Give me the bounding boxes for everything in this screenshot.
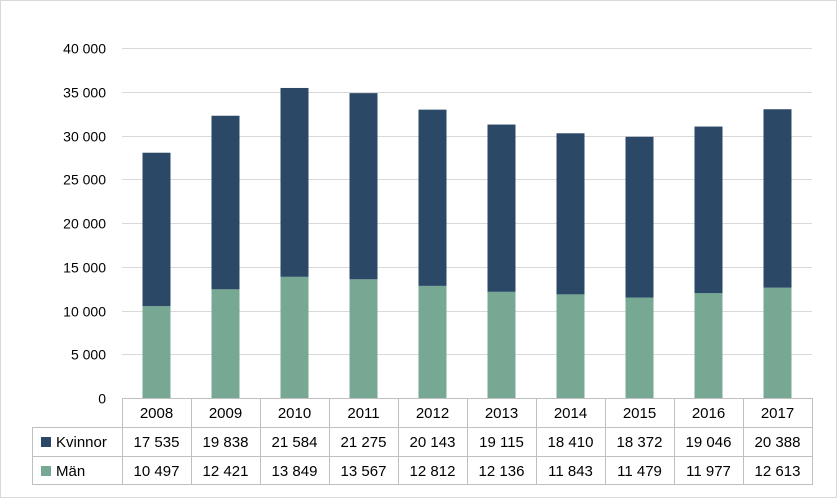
data-label: 12 812 — [410, 463, 456, 480]
bar-man-2017 — [763, 287, 792, 398]
bar-kvinnor-2015 — [625, 136, 654, 298]
data-label: 12 421 — [203, 463, 249, 480]
data-label: 19 838 — [203, 434, 249, 451]
bar-man-2014 — [556, 294, 585, 398]
data-label: 12 613 — [755, 463, 801, 480]
data-label: 17 535 — [134, 434, 180, 451]
legend-label: Män — [56, 463, 85, 480]
data-label: 19 115 — [479, 434, 524, 451]
y-tick-label: 10 000 — [63, 304, 106, 320]
y-tick-label: 25 000 — [63, 172, 106, 188]
x-tick-label: 2009 — [209, 405, 242, 422]
bar-man-2009 — [211, 289, 240, 398]
bar-kvinnor-2014 — [556, 133, 585, 295]
bar-kvinnor-2017 — [763, 109, 792, 288]
x-tick-label: 2016 — [692, 405, 725, 422]
bar-kvinnor-2009 — [211, 115, 240, 290]
y-tick-label: 5 000 — [71, 347, 106, 363]
y-tick-label: 35 000 — [63, 85, 106, 101]
bar-man-2012 — [418, 285, 447, 398]
x-tick-label: 2017 — [761, 405, 794, 422]
data-label: 12 136 — [479, 463, 525, 480]
legend-label: Kvinnor — [56, 434, 107, 451]
bar-man-2010 — [280, 276, 309, 398]
data-label: 18 372 — [617, 434, 663, 451]
bar-man-2015 — [625, 297, 654, 398]
bar-kvinnor-2016 — [694, 126, 723, 294]
bar-kvinnor-2012 — [418, 109, 447, 286]
bar-man-2008 — [142, 306, 171, 398]
x-tick-label: 2011 — [347, 405, 379, 422]
legend-swatch-man — [41, 466, 51, 476]
bar-man-2013 — [487, 291, 516, 398]
data-label: 13 849 — [272, 463, 318, 480]
x-tick-label: 2010 — [278, 405, 311, 422]
x-tick-label: 2013 — [485, 405, 518, 422]
bar-man-2011 — [349, 279, 378, 398]
y-tick-label: 40 000 — [63, 41, 106, 57]
data-label: 11 843 — [548, 463, 593, 480]
x-tick-label: 2015 — [623, 405, 656, 422]
legend-swatch-kvinnor — [41, 437, 51, 447]
bar-kvinnor-2013 — [487, 124, 516, 292]
data-label: 13 567 — [341, 463, 387, 480]
data-label: 21 275 — [341, 434, 387, 451]
x-tick-label: 2014 — [554, 405, 587, 422]
y-tick-label: 30 000 — [63, 129, 106, 145]
bar-kvinnor-2008 — [142, 152, 171, 307]
x-tick-label: 2008 — [140, 405, 173, 422]
data-label: 11 977 — [686, 463, 731, 480]
y-tick-label: 15 000 — [63, 260, 106, 276]
bar-kvinnor-2011 — [349, 93, 378, 280]
data-label: 20 143 — [410, 434, 456, 451]
bar-man-2016 — [694, 293, 723, 398]
data-label: 18 410 — [548, 434, 594, 451]
y-tick-label: 0 — [98, 391, 106, 407]
data-label: 19 046 — [686, 434, 732, 451]
y-tick-label: 20 000 — [63, 216, 106, 232]
data-label: 11 479 — [617, 463, 662, 480]
data-label: 20 388 — [755, 434, 801, 451]
bar-kvinnor-2010 — [280, 87, 309, 277]
data-label: 21 584 — [272, 434, 318, 451]
x-tick-label: 2012 — [416, 405, 449, 422]
data-label: 10 497 — [134, 463, 180, 480]
